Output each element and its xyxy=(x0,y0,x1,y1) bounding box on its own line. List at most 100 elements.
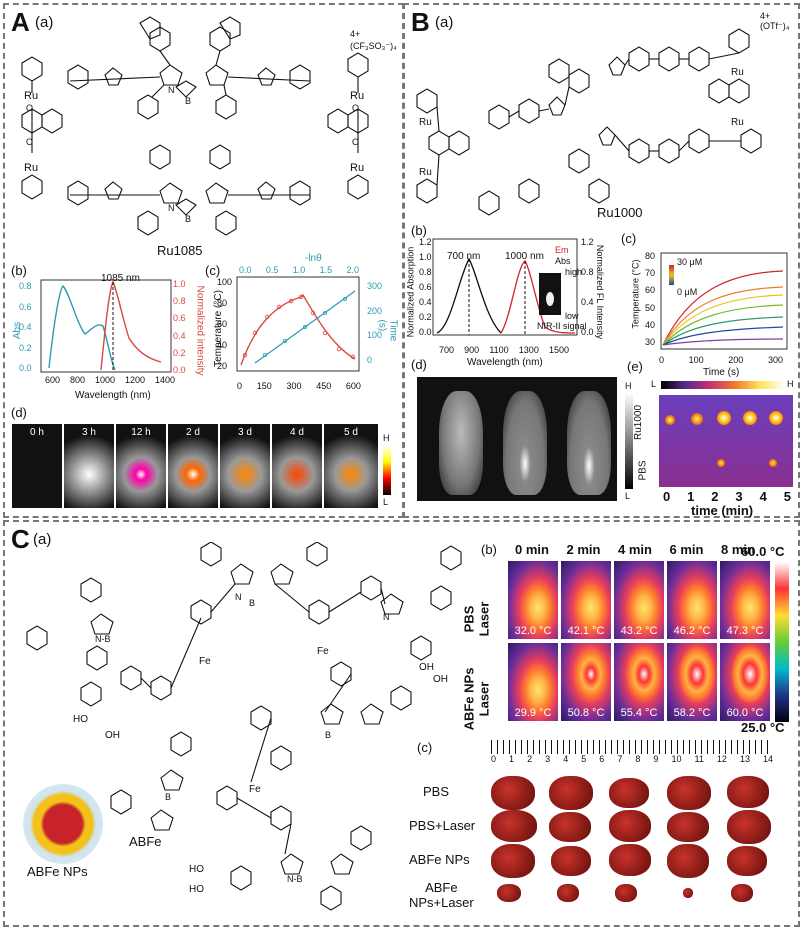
ytick: 40 xyxy=(645,319,656,330)
imaging-frame: 2 d xyxy=(167,423,219,509)
ru1000-name: Ru1000 xyxy=(597,205,643,220)
ytick: 0.8 xyxy=(19,281,32,291)
ru1000-c-ylabel: Temperature (°C) xyxy=(630,259,641,329)
tumor xyxy=(731,884,753,902)
ruler-tick: 5 xyxy=(581,754,587,764)
ruler-tick: 6 xyxy=(599,754,605,764)
ru1000-conc-high: 30 μM xyxy=(677,257,703,267)
ytick: 0.2 xyxy=(419,312,432,322)
e-time: 3 xyxy=(735,489,743,504)
panel-c-sub-c: (c) xyxy=(417,740,433,755)
imaging-time: 3 h xyxy=(82,427,96,438)
xtick: 0 xyxy=(237,381,243,391)
ru1000-fl-ylabel: Normalized FL Intensity xyxy=(595,244,606,340)
panel-a-sub-b: (b) xyxy=(11,263,27,278)
panel-b-letter: B xyxy=(411,7,430,37)
mouse-2 xyxy=(503,391,547,495)
ru1000-c-xticks: 0 100 200 300 xyxy=(659,355,783,365)
tumor xyxy=(727,810,771,844)
ytick: 80 xyxy=(217,298,228,308)
top-tick: 1.5 xyxy=(319,265,333,275)
thermal-image: 43.2 °C xyxy=(613,560,665,640)
svg-text:O: O xyxy=(352,103,359,113)
ytick: 200 xyxy=(367,305,383,316)
ytick: 0.0 xyxy=(19,363,32,373)
group-label-abfe-nps: ABFe NPs xyxy=(409,852,470,867)
thermal-spot xyxy=(769,459,777,467)
ytick: 1.0 xyxy=(173,279,186,289)
ru1000-structure: Ru Ru Ru Ru xyxy=(416,28,762,216)
ruler-tick: 8 xyxy=(635,754,641,764)
ru1085-photothermal-chart xyxy=(236,276,360,372)
ru1000-b-xticks: 700 900 1100 1300 1500 xyxy=(439,345,569,355)
tumor xyxy=(727,846,767,876)
svg-text:HO: HO xyxy=(189,884,204,895)
thermal-temp: 32.0 °C xyxy=(514,625,552,637)
svg-text:Ru: Ru xyxy=(350,90,364,102)
ru1085-spectra-chart xyxy=(40,279,172,373)
svg-text:B: B xyxy=(249,598,255,608)
tumor xyxy=(615,884,637,902)
ruler-tick: 0 xyxy=(491,754,497,764)
ytick: 60 xyxy=(217,319,228,329)
group-label-pbs: PBS xyxy=(423,784,450,799)
tumor xyxy=(549,812,591,842)
ytick: 0.8 xyxy=(173,296,186,307)
e-time: 5 xyxy=(783,489,791,504)
ytick: 80 xyxy=(645,251,656,261)
imaging-frame: 3 h xyxy=(63,423,115,509)
panel-b-sub-a: (a) xyxy=(435,14,454,31)
thermal-temp: 47.3 °C xyxy=(726,625,764,637)
ruler-tick: 9 xyxy=(653,754,659,764)
tumor xyxy=(667,844,709,878)
imaging-frame: 0 h xyxy=(11,423,63,509)
thermal-image: 55.4 °C xyxy=(613,642,665,722)
abfe-scale-low: 25.0 °C xyxy=(741,720,785,735)
xtick: 1000 xyxy=(94,375,115,385)
row-label-abfe: ABFe NPs Laser xyxy=(461,667,492,731)
svg-text:O: O xyxy=(26,103,33,113)
ruler-tick: 14 xyxy=(762,754,773,764)
tumor-ruler xyxy=(491,740,773,754)
abfe-time-headers: 0 min 2 min 4 min 6 min 8 min xyxy=(515,542,755,557)
ytick: 60 xyxy=(645,285,656,296)
abfe-scale-high: 60.0 °C xyxy=(741,544,785,559)
ru1085-yticks-right: 0.0 0.2 0.4 0.6 0.8 1.0 xyxy=(173,279,186,375)
ytick: 0.2 xyxy=(19,342,32,353)
xtick: 0 xyxy=(659,355,665,365)
panel-c: C (a) xyxy=(3,520,800,927)
mouse-3 xyxy=(567,391,611,495)
ytick: 0.8 xyxy=(581,267,594,277)
imaging-frame: 12 h xyxy=(115,423,167,509)
ru1000-inset-high: high xyxy=(565,267,583,277)
tumor xyxy=(667,776,711,810)
ru1000-peak-1000: 1000 nm xyxy=(505,251,544,262)
tumor xyxy=(609,778,649,808)
ru1000-e-scale-low: L xyxy=(651,379,657,389)
xtick: 300 xyxy=(767,355,783,365)
ru1085-lntheta-label: -lnθ xyxy=(305,253,322,264)
ru1000-spectra-chart xyxy=(432,238,578,336)
ru1000-conc-low: 0 μM xyxy=(677,287,698,297)
ru1000-b-yticks-left: 0.0 0.2 0.4 0.6 0.8 1.0 1.2 xyxy=(419,237,432,337)
xtick: 200 xyxy=(728,355,744,365)
top-tick: 1.0 xyxy=(292,265,306,275)
svg-text:Ru: Ru xyxy=(419,167,432,178)
thermal-spot xyxy=(717,459,725,467)
ru1085-name: Ru1085 xyxy=(157,243,203,258)
ytick: 300 xyxy=(367,281,383,291)
ru1000-e-scale xyxy=(661,381,785,389)
svg-text:B: B xyxy=(185,96,191,106)
thermal-temp: 42.1 °C xyxy=(567,625,605,637)
ru1000-e-row2: PBS xyxy=(637,460,649,481)
ruler-tick: 4 xyxy=(563,754,569,764)
ru1000-e-grid xyxy=(659,395,793,487)
ru1085-imaging-strip: 0 h 3 h 12 h 2 d 3 d 4 d 5 d xyxy=(11,423,379,509)
tumor xyxy=(491,810,537,842)
top-tick: 0.0 xyxy=(239,265,252,275)
thermal-temp: 55.4 °C xyxy=(620,707,658,719)
imaging-frame: 4 d xyxy=(271,423,323,509)
ru1000-charge: 4+ xyxy=(760,11,771,21)
xtick: 450 xyxy=(316,381,332,391)
thermal-spot xyxy=(691,413,703,425)
